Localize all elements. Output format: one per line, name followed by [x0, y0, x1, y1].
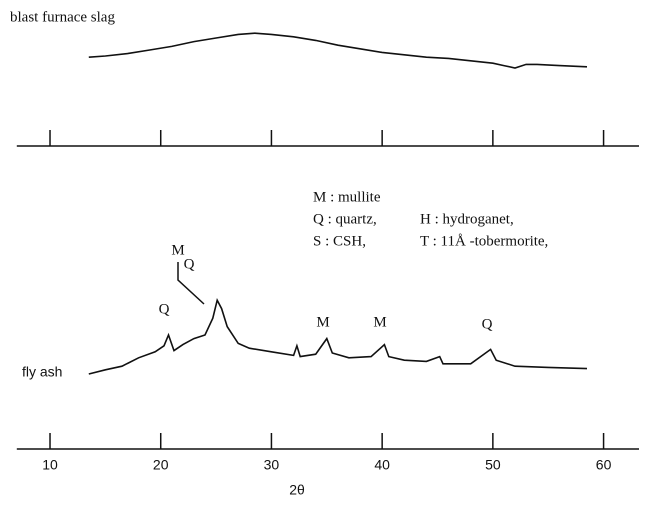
peak-label: Q — [184, 256, 195, 272]
x-axis-label: 2θ — [289, 482, 305, 498]
legend-note: H : hydroganet, — [420, 211, 514, 227]
peak-label: M — [373, 314, 386, 330]
peak-label: Q — [482, 316, 493, 332]
peak-label: Q — [159, 301, 170, 317]
peak-label: M — [171, 242, 184, 258]
legend-note: T : 11Å -tobermorite, — [420, 233, 548, 249]
x-tick-label: 20 — [153, 457, 169, 473]
series-label: fly ash — [22, 364, 62, 380]
x-tick-label: 40 — [374, 457, 390, 473]
xrd-trace — [88, 32, 588, 69]
legend-note: S : CSH, — [313, 233, 366, 249]
x-tick-label: 50 — [485, 457, 501, 473]
x-tick-label: 30 — [264, 457, 280, 473]
xrd-trace — [88, 297, 588, 375]
x-tick-label: 10 — [42, 457, 58, 473]
legend-note: Q : quartz, — [313, 211, 377, 227]
series-label: blast furnace slag — [10, 9, 115, 25]
x-tick-label: 60 — [596, 457, 612, 473]
leader-line — [177, 262, 205, 305]
peak-label: M — [316, 314, 329, 330]
legend-note: M : mullite — [313, 189, 381, 205]
